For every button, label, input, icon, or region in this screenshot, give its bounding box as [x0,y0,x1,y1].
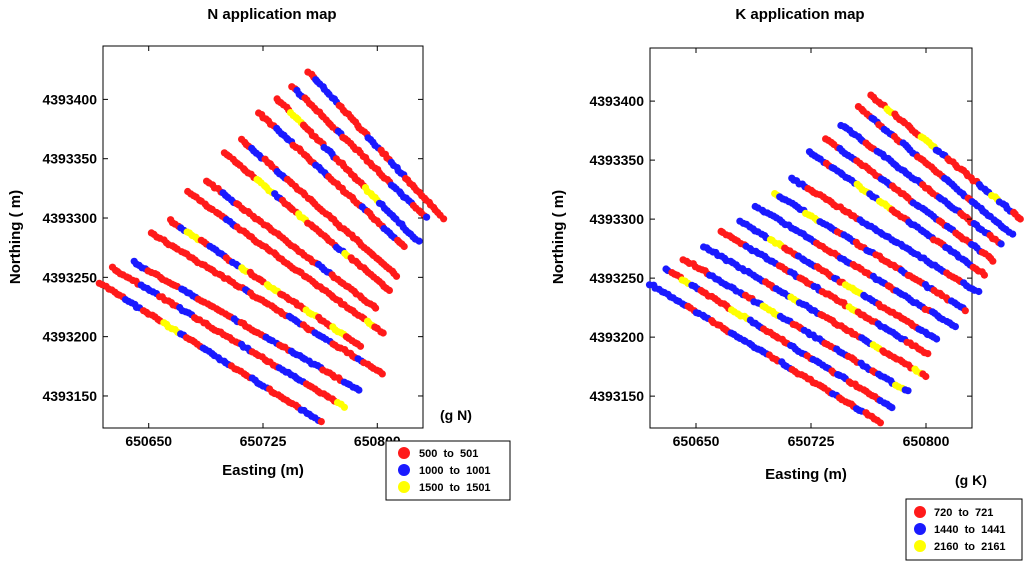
n-data-point [392,272,401,280]
k-data-point [876,419,885,427]
k-x-axis-label: Easting (m) [765,466,847,483]
n-legend-label-1000: 1000 to 1001 [419,465,491,477]
k-data-point [1016,215,1024,223]
k-data-point [951,323,960,331]
n-data-point [400,242,408,251]
n-data-point [340,403,348,411]
k-data-point [888,404,896,412]
k-unit-label: (g K) [955,472,987,488]
k-legend: 720 to 721 1440 to 1441 2160 to 2161 [905,498,1023,561]
k-legend-label-1440: 1440 to 1441 [934,524,1006,536]
n-data-point [423,213,431,221]
n-legend-label-500: 500 to 501 [419,448,478,460]
k-ytick-label: 4393350 [589,152,644,168]
k-data-point [933,335,941,343]
k-legend-swatch-2160 [914,540,926,552]
k-xtick-label: 650725 [788,433,835,449]
n-y-axis-label: Northing ( m) [7,190,24,284]
k-data-points [645,91,1024,427]
n-data-point [372,304,380,312]
n-legend-swatch-1500 [398,481,410,493]
n-data-point [415,237,423,245]
k-data-point [980,271,989,279]
n-legend-swatch-1000 [398,464,410,476]
n-data-point [379,329,387,337]
k-ytick-label: 4393400 [589,93,644,109]
k-ytick-label: 4393250 [589,270,644,286]
k-data-point [922,372,930,381]
n-data-points [95,68,448,426]
k-legend-swatch-1440 [914,523,926,535]
n-ytick-label: 4393400 [42,91,97,107]
k-application-panel: K application map 4393400439335043933004… [550,6,1024,561]
k-ytick-label: 4393150 [589,388,644,404]
n-map-title: N application map [207,6,336,23]
k-axis-ticks: 4393400 4393350 4393300 4393250 4393200 43931… [589,48,972,449]
n-xtick-label: 650725 [240,433,287,449]
k-ytick-label: 4393300 [589,211,644,227]
k-xtick-label: 650800 [903,433,950,449]
n-ytick-label: 4393250 [42,269,97,285]
k-data-point [904,387,912,395]
k-xtick-label: 650650 [673,433,720,449]
n-data-point [385,286,393,294]
k-data-point [924,350,932,358]
k-data-point [997,240,1005,248]
n-xtick-label: 650650 [125,433,172,449]
k-map-title: K application map [735,6,864,23]
n-data-point [355,386,363,394]
n-ytick-label: 4393300 [42,210,97,226]
n-data-point [356,342,365,350]
n-ytick-label: 4393150 [42,388,97,404]
k-y-axis-label: Northing ( m) [550,190,567,284]
k-legend-label-720: 720 to 721 [934,507,993,519]
n-ytick-label: 4393350 [42,151,97,167]
k-data-point [1009,230,1017,238]
k-data-point [975,287,983,296]
k-legend-label-2160: 2160 to 2161 [934,541,1006,553]
n-legend-label-1500: 1500 to 1501 [419,482,491,494]
n-data-point [317,418,325,426]
n-legend: 500 to 501 1000 to 1001 1500 to 1501 [385,440,511,501]
k-data-point [989,257,997,265]
k-ytick-label: 4393200 [589,329,644,345]
n-x-axis-label: Easting (m) [222,462,304,479]
n-data-point [378,370,386,378]
k-legend-swatch-720 [914,506,926,518]
n-ytick-label: 4393200 [42,329,97,345]
n-legend-swatch-500 [398,447,410,459]
n-data-point [440,215,448,223]
k-data-point [961,307,969,315]
n-application-panel: N application map 4393400 4393350 4393300 4… [7,6,511,501]
n-unit-label: (g N) [440,407,472,423]
